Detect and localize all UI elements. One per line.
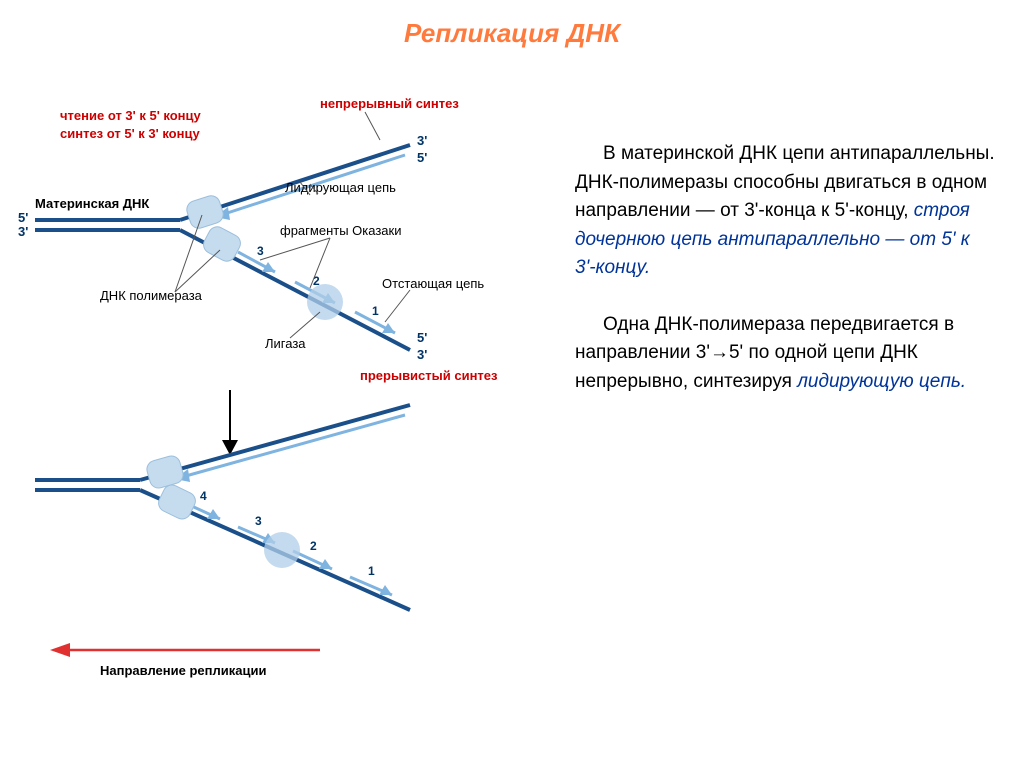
svg-text:чтение от 3' к 5' концу: чтение от 3' к 5' концу <box>60 108 202 123</box>
svg-text:3': 3' <box>18 224 28 239</box>
top-fork: 3' 5' 5' 3' 5' 3' 3 2 1 чтение от 3' к 5… <box>18 96 498 383</box>
svg-text:прерывистый синтез: прерывистый синтез <box>360 368 498 383</box>
paragraph-1: В материнской ДНК цепи антипараллельны. … <box>575 140 995 283</box>
svg-text:Материнская ДНК: Материнская ДНК <box>35 196 149 211</box>
direction-arrow-icon <box>50 643 320 657</box>
svg-text:2: 2 <box>310 539 317 553</box>
svg-text:3': 3' <box>417 133 427 148</box>
svg-text:фрагменты Оказаки: фрагменты Оказаки <box>280 223 401 238</box>
continuous-label: непрерывный синтез <box>320 96 459 111</box>
bottom-fork: 4 3 2 1 <box>35 405 410 610</box>
svg-text:5': 5' <box>18 210 28 225</box>
svg-text:3: 3 <box>257 244 264 258</box>
svg-text:2: 2 <box>313 274 320 288</box>
page-title: Репликация ДНК <box>0 18 1024 49</box>
down-arrow-icon <box>222 390 238 455</box>
svg-text:5': 5' <box>417 330 427 345</box>
paragraph-2: Одна ДНК-полимераза передвигается в напр… <box>575 311 995 397</box>
svg-text:Лигаза: Лигаза <box>265 336 306 351</box>
svg-text:ДНК полимераза: ДНК полимераза <box>100 288 203 303</box>
direction-label: Направление репликации <box>100 663 266 678</box>
svg-text:1: 1 <box>372 304 379 318</box>
svg-text:3: 3 <box>255 514 262 528</box>
svg-text:Отстающая цепь: Отстающая цепь <box>382 276 484 291</box>
svg-text:синтез от 5' к 3' концу: синтез от 5' к 3' концу <box>60 126 200 141</box>
svg-text:Лидирующая цепь: Лидирующая цепь <box>285 180 396 195</box>
svg-text:4: 4 <box>200 489 207 503</box>
svg-text:5': 5' <box>417 150 427 165</box>
svg-text:3': 3' <box>417 347 427 362</box>
replication-diagram: 3' 5' 5' 3' 5' 3' 3 2 1 чтение от 3' к 5… <box>10 90 540 690</box>
svg-text:1: 1 <box>368 564 375 578</box>
description-text: В материнской ДНК цепи антипараллельны. … <box>575 140 995 424</box>
